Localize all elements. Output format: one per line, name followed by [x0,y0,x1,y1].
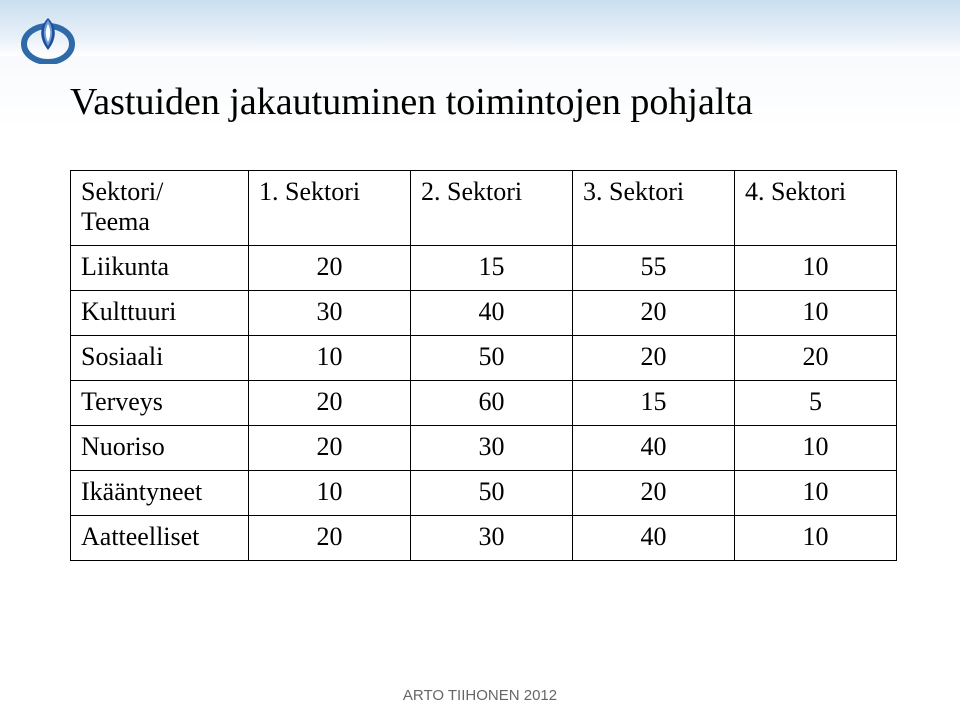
cell: 50 [411,336,573,381]
header-stripe [0,0,960,56]
cell: 20 [573,291,735,336]
table-row: Aatteelliset 20 30 40 10 [71,516,897,561]
cell: 10 [735,426,897,471]
cell: 10 [735,471,897,516]
cell: 50 [411,471,573,516]
cell: 20 [735,336,897,381]
row-label: Kulttuuri [71,291,249,336]
header-rowlabel-line2: Teema [81,207,150,236]
cell: 20 [249,426,411,471]
cell: 60 [411,381,573,426]
table-row: Sosiaali 10 50 20 20 [71,336,897,381]
logo-icon [18,10,82,64]
cell: 15 [411,246,573,291]
cell: 55 [573,246,735,291]
cell: 40 [411,291,573,336]
cell: 10 [735,291,897,336]
data-table: Sektori/ Teema 1. Sektori 2. Sektori 3. … [70,170,897,561]
cell: 5 [735,381,897,426]
cell: 40 [573,516,735,561]
header-col-1: 1. Sektori [249,171,411,246]
cell: 20 [573,471,735,516]
row-label: Terveys [71,381,249,426]
header-col-2: 2. Sektori [411,171,573,246]
row-label: Aatteelliset [71,516,249,561]
cell: 40 [573,426,735,471]
cell: 20 [573,336,735,381]
table-row: Terveys 20 60 15 5 [71,381,897,426]
cell: 30 [411,426,573,471]
header-col-4: 4. Sektori [735,171,897,246]
row-label: Sosiaali [71,336,249,381]
cell: 15 [573,381,735,426]
row-label: Liikunta [71,246,249,291]
slide-title: Vastuiden jakautuminen toimintojen pohja… [70,80,910,124]
cell: 30 [249,291,411,336]
cell: 30 [411,516,573,561]
table-row: Ikääntyneet 10 50 20 10 [71,471,897,516]
row-label: Ikääntyneet [71,471,249,516]
table-row: Kulttuuri 30 40 20 10 [71,291,897,336]
cell: 10 [249,336,411,381]
slide: Vastuiden jakautuminen toimintojen pohja… [0,0,960,720]
cell: 10 [735,246,897,291]
cell: 20 [249,381,411,426]
header-rowlabel: Sektori/ Teema [71,171,249,246]
table-header-row: Sektori/ Teema 1. Sektori 2. Sektori 3. … [71,171,897,246]
header-col-3: 3. Sektori [573,171,735,246]
table-row: Nuoriso 20 30 40 10 [71,426,897,471]
table-row: Liikunta 20 15 55 10 [71,246,897,291]
footer-text: ARTO TIIHONEN 2012 [0,687,960,704]
header-rowlabel-line1: Sektori/ [81,177,163,206]
cell: 10 [735,516,897,561]
row-label: Nuoriso [71,426,249,471]
cell: 20 [249,246,411,291]
cell: 10 [249,471,411,516]
cell: 20 [249,516,411,561]
